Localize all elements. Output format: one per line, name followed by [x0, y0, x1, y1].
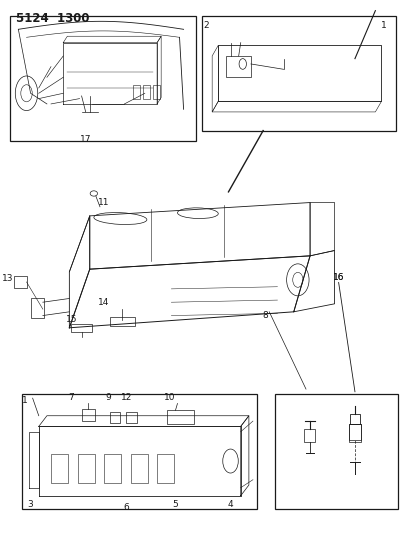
- Text: 5: 5: [173, 500, 178, 509]
- Bar: [10, 16, 196, 141]
- Bar: [167, 410, 194, 424]
- Text: 4: 4: [228, 500, 233, 509]
- Bar: [71, 324, 92, 332]
- Bar: [110, 317, 135, 326]
- Text: 8: 8: [262, 311, 268, 320]
- Text: 16: 16: [333, 273, 344, 281]
- Bar: [131, 454, 148, 483]
- Text: 1: 1: [22, 397, 27, 405]
- Text: 3: 3: [28, 500, 33, 509]
- Text: 7: 7: [69, 393, 74, 402]
- Bar: [104, 454, 121, 483]
- Bar: [202, 16, 396, 131]
- Text: 1: 1: [381, 21, 386, 30]
- Bar: [31, 298, 44, 318]
- Text: 2: 2: [203, 21, 209, 30]
- Text: 14: 14: [98, 298, 110, 307]
- Bar: [349, 424, 361, 442]
- Bar: [143, 85, 150, 99]
- Bar: [51, 454, 68, 483]
- Text: 5124  1300: 5124 1300: [16, 12, 90, 25]
- Bar: [157, 454, 174, 483]
- Text: 17: 17: [80, 135, 91, 144]
- Bar: [349, 424, 361, 440]
- Bar: [304, 429, 315, 442]
- Bar: [133, 85, 140, 99]
- Bar: [126, 412, 137, 423]
- Text: 9: 9: [105, 393, 111, 402]
- Bar: [153, 85, 160, 99]
- Bar: [22, 394, 257, 509]
- Text: 13: 13: [2, 274, 14, 282]
- Bar: [14, 276, 27, 288]
- Text: 15: 15: [66, 316, 77, 324]
- Bar: [350, 414, 360, 424]
- Text: 11: 11: [98, 198, 110, 207]
- Text: 6: 6: [124, 503, 129, 512]
- Bar: [78, 454, 95, 483]
- Text: 12: 12: [121, 393, 132, 402]
- Bar: [275, 394, 398, 509]
- Bar: [226, 56, 251, 77]
- Text: 16: 16: [333, 273, 344, 281]
- Bar: [82, 409, 95, 421]
- Bar: [110, 412, 120, 423]
- Text: 10: 10: [164, 393, 175, 402]
